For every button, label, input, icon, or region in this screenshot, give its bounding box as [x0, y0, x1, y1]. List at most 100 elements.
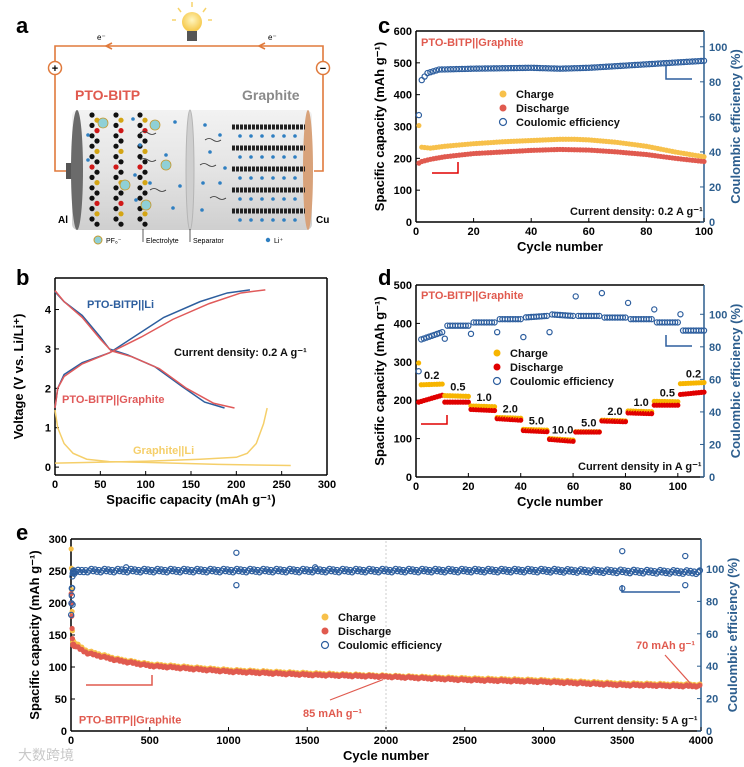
legend-marker-coulomic-efficiency [492, 376, 502, 386]
molecule-atom [137, 112, 143, 118]
battery-schematic: e⁻ e⁻ + − PTO-BITP Graphite Al Cu PF₆⁻ E… [47, 2, 331, 245]
data-point-coulomic-efficiency [619, 314, 627, 321]
data-point-discharge [491, 407, 498, 414]
x-tick-label: 300 [318, 479, 336, 491]
data-point-charge [701, 379, 707, 386]
data-point-coulomic-efficiency [697, 57, 705, 65]
series-line-graphite-li [54, 407, 268, 464]
chart-b: 0 50 100 150 200 250 300 0 1 2 3 4 Spacific capacity… [11, 277, 336, 507]
molecule-atom [137, 164, 143, 170]
data-point-coulomic-efficiency [122, 564, 130, 571]
molecule-atom [142, 117, 148, 123]
x-tick-label: 60 [567, 481, 579, 493]
y2-tick-label: 40 [709, 407, 721, 419]
li-ion [260, 197, 264, 201]
data-point-coulomic-efficiency [71, 570, 78, 577]
solvent-molecule [204, 138, 222, 142]
x-axis-title: Cycle number [517, 239, 603, 254]
light-bulb-icon [172, 2, 212, 41]
solvent-molecule [209, 196, 227, 200]
chart-title: PTO-BITP||Graphite [79, 714, 182, 726]
molecule-atom [118, 221, 124, 227]
x-tick-label: 500 [141, 735, 159, 747]
data-point-coulomic-efficiency [514, 315, 522, 323]
data-point-discharge [69, 635, 76, 642]
y2-tick-label: 100 [709, 309, 727, 321]
molecule-atom [113, 206, 119, 212]
molecule-atom [113, 112, 119, 118]
chart-e: 0 500 1000 1500 2000 2500 3000 3500 400005010015… [27, 534, 740, 763]
molecule-atom [89, 164, 95, 170]
circuit-wire [54, 42, 324, 172]
li-ion [271, 155, 275, 159]
pf6-legend-icon [93, 235, 103, 245]
solvent-molecule [149, 188, 167, 192]
data-point-coulomic-efficiency [430, 68, 437, 75]
pf6-anion [140, 199, 152, 211]
chart-title: PTO-BITP||Graphite [421, 37, 524, 49]
molecule-atom [89, 112, 95, 118]
li-ion [293, 218, 297, 222]
li-ion [178, 184, 182, 188]
x-axis-title: Cycle number [343, 748, 429, 763]
li-ion [271, 134, 275, 138]
x-tick-label: 60 [583, 226, 595, 238]
molecule-atom [94, 190, 100, 196]
chart-c: 0 20 40 60 80 1000100200300400500600020406080… [372, 26, 743, 254]
y2-tick-label: 60 [709, 112, 721, 124]
x-tick-label: 100 [669, 481, 687, 493]
legend-label: Discharge [516, 103, 569, 115]
li-ion [238, 134, 242, 138]
right-axis-arrow [665, 65, 692, 80]
molecule-atom [89, 185, 95, 191]
x-axis-title: Spacific capacity (mAh g⁻¹) [106, 492, 275, 507]
y-tick-label: 0 [406, 472, 412, 484]
separator [185, 109, 195, 231]
panel-label-a: a [16, 13, 29, 38]
data-point-coulomic-efficiency [651, 306, 658, 313]
y2-tick-label: 80 [709, 77, 721, 89]
y-tick-label: 200 [49, 598, 67, 610]
li-legend-icon [265, 237, 271, 243]
x-tick-label: 0 [413, 481, 419, 493]
li-ion [138, 143, 142, 147]
data-point-coulomic-efficiency [233, 549, 240, 556]
y-tick-label: 200 [394, 153, 412, 165]
data-point-coulomic-efficiency [415, 368, 422, 375]
y-tick-label: 200 [394, 395, 412, 407]
current-density-annotation: Current density in A g⁻¹ [578, 461, 702, 473]
molecule-atom [113, 133, 119, 139]
legend-marker-discharge [493, 363, 501, 371]
legend-label: Coulomic efficiency [338, 640, 443, 652]
x-tick-label: 20 [467, 226, 479, 238]
molecule-atom [89, 216, 95, 222]
li-ion [238, 218, 242, 222]
molecule-atom [94, 159, 100, 165]
right-axis-arrow [621, 585, 680, 593]
li-legend-label: Li⁺ [274, 238, 283, 245]
rate-label: 1.0 [634, 397, 649, 409]
y2-tick-label: 20 [709, 439, 721, 451]
data-point-coulomic-efficiency [696, 567, 704, 574]
aluminum-cap [71, 110, 83, 230]
molecule-atom [113, 164, 119, 170]
series-label-graphite-li: Graphite||Li [133, 445, 194, 457]
molecule-atom [118, 200, 124, 206]
data-point-coulomic-efficiency [648, 315, 655, 323]
current-density-annotation: Current density: 5 A g⁻¹ [574, 715, 698, 727]
electron-label-right: e⁻ [268, 33, 277, 42]
molecule-atom [113, 143, 119, 149]
molecule-atom [142, 148, 148, 154]
data-point-coulomic-efficiency [619, 547, 626, 555]
y-axis-title: Voltage (V vs. Li/Li⁺) [11, 314, 26, 440]
li-ion [260, 155, 264, 159]
y2-tick-label: 80 [706, 596, 718, 608]
y-tick-label: 1 [45, 423, 51, 435]
data-point-coulomic-efficiency [488, 319, 496, 326]
data-point-coulomic-efficiency [491, 319, 498, 326]
molecule-atom [94, 169, 100, 175]
molecule-atom [89, 174, 95, 180]
panel-label-b: b [16, 265, 29, 290]
molecule-atom [94, 148, 100, 154]
li-ion [260, 176, 264, 180]
